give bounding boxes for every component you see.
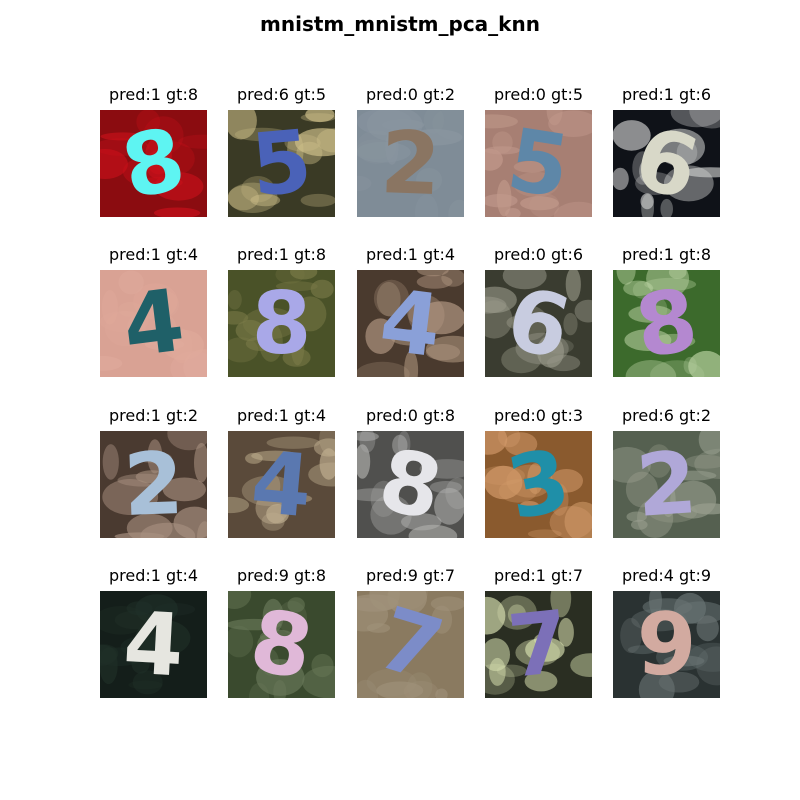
sample-image: 5: [485, 110, 592, 217]
sample-caption: pred:9 gt:8: [236, 566, 327, 585]
sample-image: 3: [485, 431, 592, 538]
sample-image: 8: [228, 270, 335, 377]
sample-caption: pred:1 gt:4: [108, 566, 199, 585]
digit-glyph: 2: [121, 433, 186, 536]
digit-glyph: 4: [247, 432, 316, 537]
digit-glyph: 8: [629, 270, 704, 377]
sample-image: 2: [357, 110, 464, 217]
sample-caption: pred:1 gt:8: [236, 245, 327, 264]
sample-caption: pred:0 gt:5: [493, 85, 584, 104]
sample-caption: pred:1 gt:7: [493, 566, 584, 585]
digit-glyph: 3: [499, 431, 578, 538]
digit-glyph: 4: [374, 270, 447, 377]
sample-caption: pred:1 gt:4: [365, 245, 456, 264]
sample-caption: pred:1 gt:6: [621, 85, 712, 104]
sample-image: 4: [100, 591, 207, 698]
digit-glyph: 8: [370, 431, 451, 538]
sample-image: 2: [613, 431, 720, 538]
sample-caption: pred:1 gt:2: [108, 406, 199, 425]
sample-caption: pred:0 gt:2: [365, 85, 456, 104]
digit-glyph: 4: [121, 593, 186, 696]
digit-glyph: 9: [635, 593, 698, 696]
sample-image: 8: [228, 591, 335, 698]
sample-image: 6: [613, 110, 720, 217]
figure-title: mnistm_mnistm_pca_knn: [260, 12, 540, 36]
sample-caption: pred:9 gt:7: [365, 566, 456, 585]
sample-caption: pred:1 gt:4: [236, 406, 327, 425]
digit-glyph: 2: [378, 112, 443, 215]
digit-glyph: 7: [367, 591, 454, 698]
digit-glyph: 8: [251, 273, 312, 374]
sample-caption: pred:0 gt:3: [493, 406, 584, 425]
digit-glyph: 5: [247, 111, 316, 216]
sample-image: 2: [100, 431, 207, 538]
digit-glyph: 7: [503, 591, 574, 698]
digit-glyph: 5: [501, 110, 576, 217]
sample-caption: pred:4 gt:9: [621, 566, 712, 585]
sample-caption: pred:1 gt:4: [108, 245, 199, 264]
sample-caption: pred:1 gt:8: [108, 85, 199, 104]
sample-caption: pred:6 gt:5: [236, 85, 327, 104]
sample-image: 8: [613, 270, 720, 377]
sample-image: 4: [357, 270, 464, 377]
sample-image: 7: [485, 591, 592, 698]
sample-caption: pred:1 gt:8: [621, 245, 712, 264]
digit-glyph: 6: [623, 110, 710, 217]
sample-image: 8: [357, 431, 464, 538]
digit-glyph: 8: [243, 591, 320, 698]
digit-glyph: 4: [117, 270, 190, 377]
sample-caption: pred:6 gt:2: [621, 406, 712, 425]
sample-image: 9: [613, 591, 720, 698]
sample-caption: pred:0 gt:6: [493, 245, 584, 264]
sample-image: 6: [485, 270, 592, 377]
sample-caption: pred:0 gt:8: [365, 406, 456, 425]
sample-image: 7: [357, 591, 464, 698]
sample-image: 4: [228, 431, 335, 538]
digit-glyph: 6: [497, 270, 580, 377]
digit-glyph: 8: [113, 110, 194, 217]
digit-glyph: 2: [633, 432, 700, 537]
sample-image: 8: [100, 110, 207, 217]
sample-image: 4: [100, 270, 207, 377]
sample-image: 5: [228, 110, 335, 217]
